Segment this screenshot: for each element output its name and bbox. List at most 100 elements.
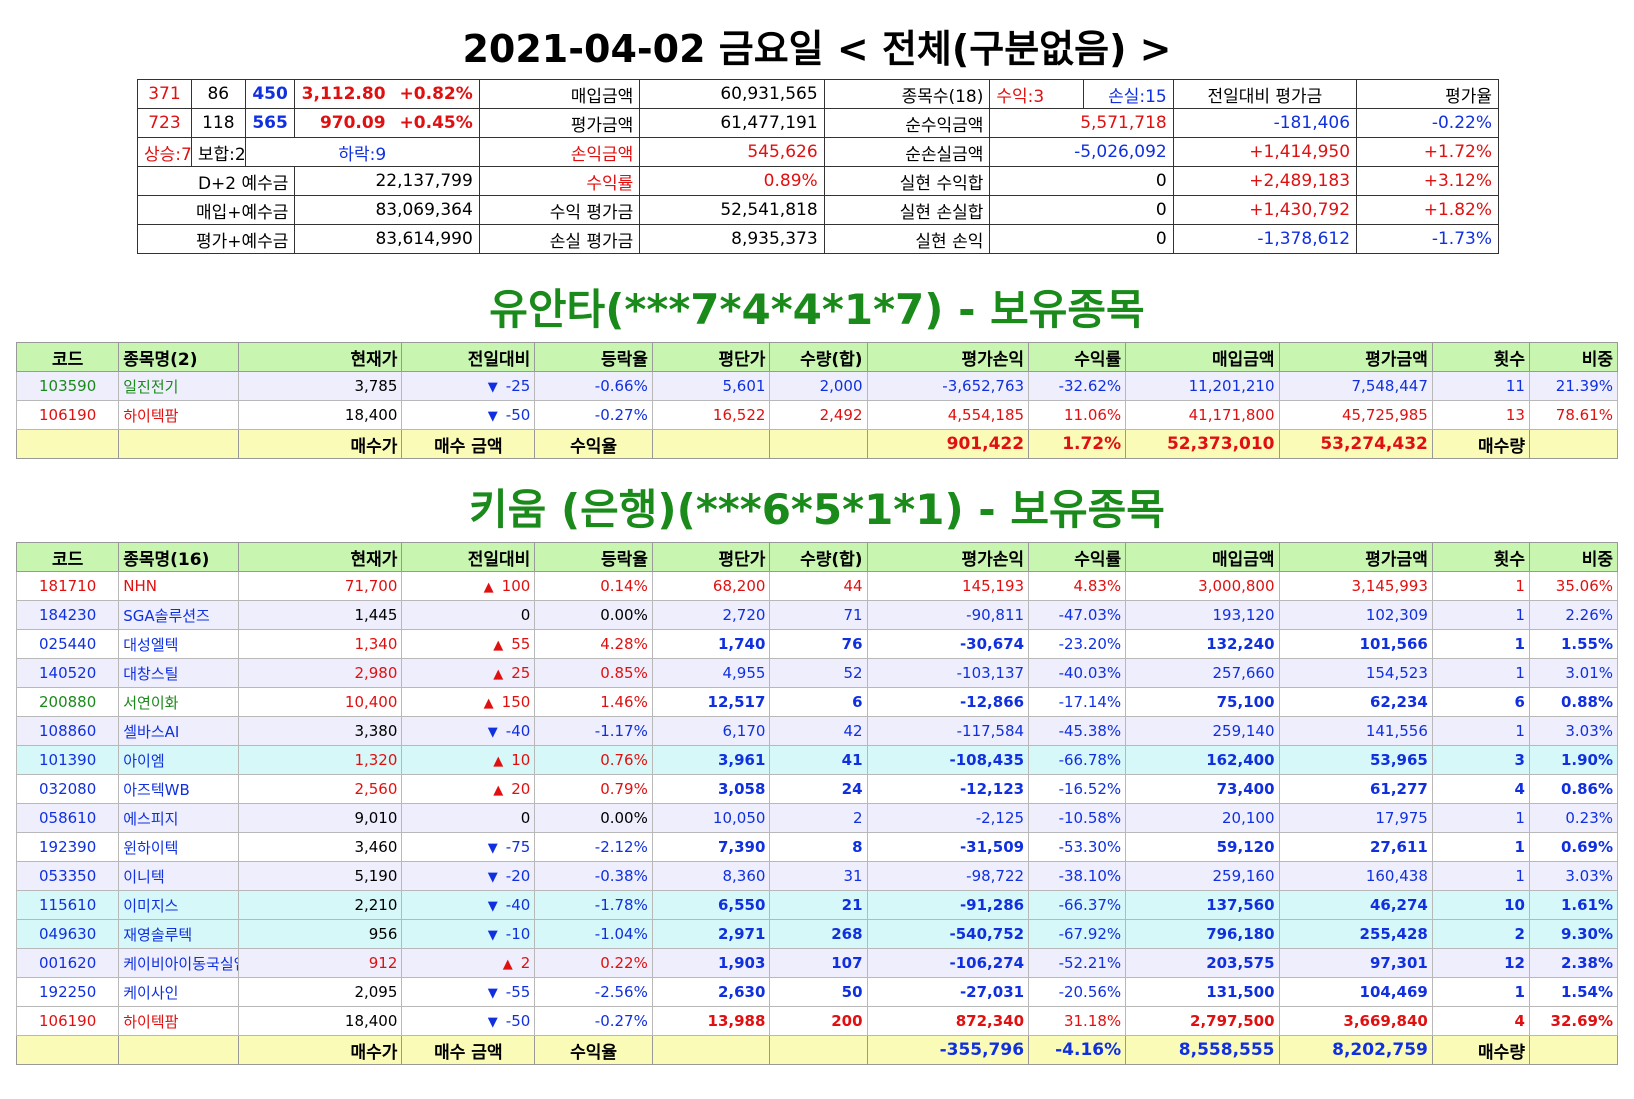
change-rate: -0.27% <box>534 1006 653 1036</box>
triangle-down-icon: ▼ <box>487 986 498 1001</box>
profit-loss: -98,722 <box>866 861 1030 891</box>
footer-label: 매수가 <box>237 429 403 459</box>
profit-loss: -106,274 <box>866 948 1030 978</box>
quantity: 41 <box>769 745 868 775</box>
buy-amount: 203,575 <box>1125 948 1280 978</box>
column-header: 종목명(16) <box>118 542 239 572</box>
summary-value: 52,541,818 <box>639 195 825 225</box>
index-change: +0.82% <box>399 84 473 104</box>
quantity: 44 <box>769 571 868 601</box>
change-value: -75 <box>505 838 531 856</box>
total-buy: 8,558,555 <box>1125 1035 1280 1065</box>
market-up-count: 371 <box>137 79 192 109</box>
avg-price: 8,360 <box>651 861 771 891</box>
change-cell: ▲ 20 <box>401 774 536 804</box>
triangle-up-icon: ▲ <box>493 754 504 769</box>
summary-label: 평가+예수금 <box>136 224 296 254</box>
buy-amount: 41,171,800 <box>1125 400 1280 430</box>
change-rate: -0.27% <box>534 400 653 430</box>
change-cell: ▼ -40 <box>401 716 536 746</box>
column-header: 평단가 <box>651 342 771 372</box>
return-rate: -32.62% <box>1028 371 1127 401</box>
stock-code: 025440 <box>15 629 120 659</box>
eval-rate: 평가율 <box>1356 79 1499 109</box>
return-rate: -67.92% <box>1028 919 1127 949</box>
summary-value: 0.89% <box>639 166 825 196</box>
eval-amount: 53,965 <box>1278 745 1433 775</box>
profit-loss: -108,435 <box>866 745 1030 775</box>
total-buy: 52,373,010 <box>1125 429 1280 459</box>
triangle-up-icon: ▲ <box>493 667 504 682</box>
quantity: 42 <box>769 716 868 746</box>
eval-amount: 46,274 <box>1278 890 1433 920</box>
change-value: -10 <box>505 925 531 943</box>
eval-rate: -0.22% <box>1356 108 1499 138</box>
table-row: 053350 이니텍 5,190 ▼ -20 -0.38% 8,360 31 -98,722 -3… <box>15 861 1619 891</box>
profit-loss: -2,125 <box>866 803 1030 833</box>
change-value: 0 <box>520 809 531 827</box>
quantity: 2,000 <box>769 371 868 401</box>
avg-price: 4,955 <box>651 658 771 688</box>
stock-code: 058610 <box>15 803 120 833</box>
summary-label: 실현 손익 <box>823 224 991 254</box>
change-cell: 0 <box>401 803 536 833</box>
summary-value: 61,477,191 <box>639 108 825 138</box>
summary-label: 손익금액 <box>478 137 641 167</box>
stock-name: 셀바스AI <box>118 716 239 746</box>
stock-code: 001620 <box>15 948 120 978</box>
profit-loss: -117,584 <box>866 716 1030 746</box>
change-cell: ▼ -75 <box>401 832 536 862</box>
total-eval: 53,274,432 <box>1278 429 1433 459</box>
change-value: 2 <box>520 954 531 972</box>
table-row: 192250 케이사인 2,095 ▼ -55 -2.56% 2,630 50 -27,031-… <box>15 977 1619 1007</box>
buy-amount: 193,120 <box>1125 600 1280 630</box>
cell <box>118 429 239 459</box>
weight: 9.30% <box>1528 919 1619 949</box>
column-header: 평가금액 <box>1278 542 1433 572</box>
triangle-up-icon: ▲ <box>483 696 494 711</box>
table-row: 115610 이미지스 2,210 ▼ -40 -1.78% 6,550 21 -91,286-… <box>15 890 1619 920</box>
stock-name: 케이사인 <box>118 977 239 1007</box>
trade-count: 4 <box>1431 1006 1530 1036</box>
quantity: 107 <box>769 948 868 978</box>
trade-count: 1 <box>1431 803 1530 833</box>
buy-amount: 11,201,210 <box>1125 371 1280 401</box>
summary-label: 매입금액 <box>478 79 641 109</box>
market-down-count: 450 <box>244 79 296 109</box>
table-row: 140520 대창스틸 2,980 ▲ 25 0.85% 4,955 52 -103,137 -4… <box>15 658 1619 688</box>
avg-price: 12,517 <box>651 687 771 717</box>
flat-count: 보합:2 <box>190 137 246 167</box>
stock-code: 200880 <box>15 687 120 717</box>
column-header: 수량(합) <box>769 542 868 572</box>
current-price: 1,445 <box>237 600 403 630</box>
prev-day-eval: +1,430,792 <box>1172 195 1358 225</box>
quantity: 2 <box>769 803 868 833</box>
trade-count: 11 <box>1431 371 1530 401</box>
eval-amount: 154,523 <box>1278 658 1433 688</box>
trade-count: 10 <box>1431 890 1530 920</box>
cell <box>15 1035 120 1065</box>
weight: 0.69% <box>1528 832 1619 862</box>
prev-day-eval: +2,489,183 <box>1172 166 1358 196</box>
trade-count: 1 <box>1431 716 1530 746</box>
weight: 0.86% <box>1528 774 1619 804</box>
buy-amount: 20,100 <box>1125 803 1280 833</box>
buy-amount: 73,400 <box>1125 774 1280 804</box>
buy-amount: 2,797,500 <box>1125 1006 1280 1036</box>
current-price: 3,785 <box>237 371 403 401</box>
trade-count: 1 <box>1431 861 1530 891</box>
quantity: 6 <box>769 687 868 717</box>
change-cell: ▲ 25 <box>401 658 536 688</box>
account2-title: 키움 (은행)(***6*5*1*1) - 보유종목 <box>469 485 1165 534</box>
stock-name: 에스피지 <box>118 803 239 833</box>
triangle-down-icon: ▼ <box>487 899 498 914</box>
weight: 1.55% <box>1528 629 1619 659</box>
change-value: -40 <box>505 722 531 740</box>
trade-count: 2 <box>1431 919 1530 949</box>
total-profit-loss: -355,796 <box>866 1035 1030 1065</box>
eval-amount: 255,428 <box>1278 919 1433 949</box>
change-value: 25 <box>511 664 531 682</box>
prev-day-eval: -1,378,612 <box>1172 224 1358 254</box>
weight: 78.61% <box>1528 400 1619 430</box>
trade-count: 1 <box>1431 600 1530 630</box>
